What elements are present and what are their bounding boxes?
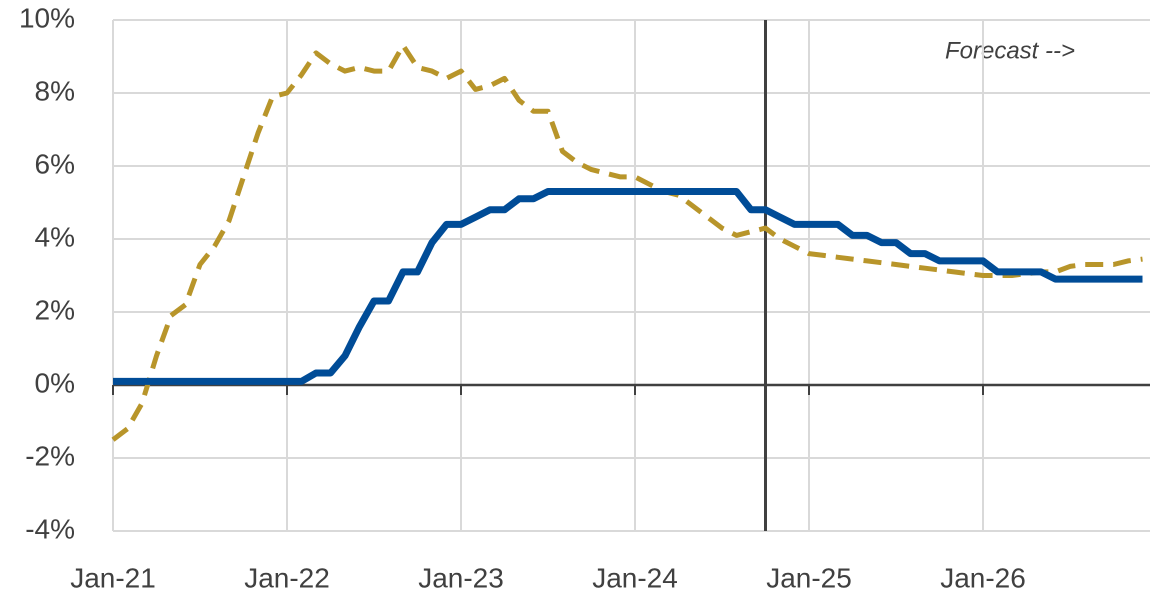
y-tick-label: 2% <box>35 294 75 325</box>
series-line <box>111 43 1143 442</box>
y-tick-label: -4% <box>25 513 75 544</box>
x-tick-label: Jan-21 <box>70 562 156 593</box>
y-tick-label: 6% <box>35 148 75 179</box>
x-tick-label: Jan-23 <box>418 562 504 593</box>
y-tick-label: 10% <box>19 2 75 33</box>
x-tick-label: Jan-22 <box>244 562 330 593</box>
series-line <box>113 188 1143 385</box>
y-tick-label: 8% <box>35 75 75 106</box>
x-tick-label: Jan-26 <box>940 562 1026 593</box>
y-tick-label: -2% <box>25 440 75 471</box>
y-tick-label: 0% <box>35 367 75 398</box>
x-tick-label: Jan-24 <box>592 562 678 593</box>
y-tick-label: 4% <box>35 221 75 252</box>
x-tick-label: Jan-25 <box>766 562 852 593</box>
annotation: Forecast --> <box>945 37 1075 64</box>
